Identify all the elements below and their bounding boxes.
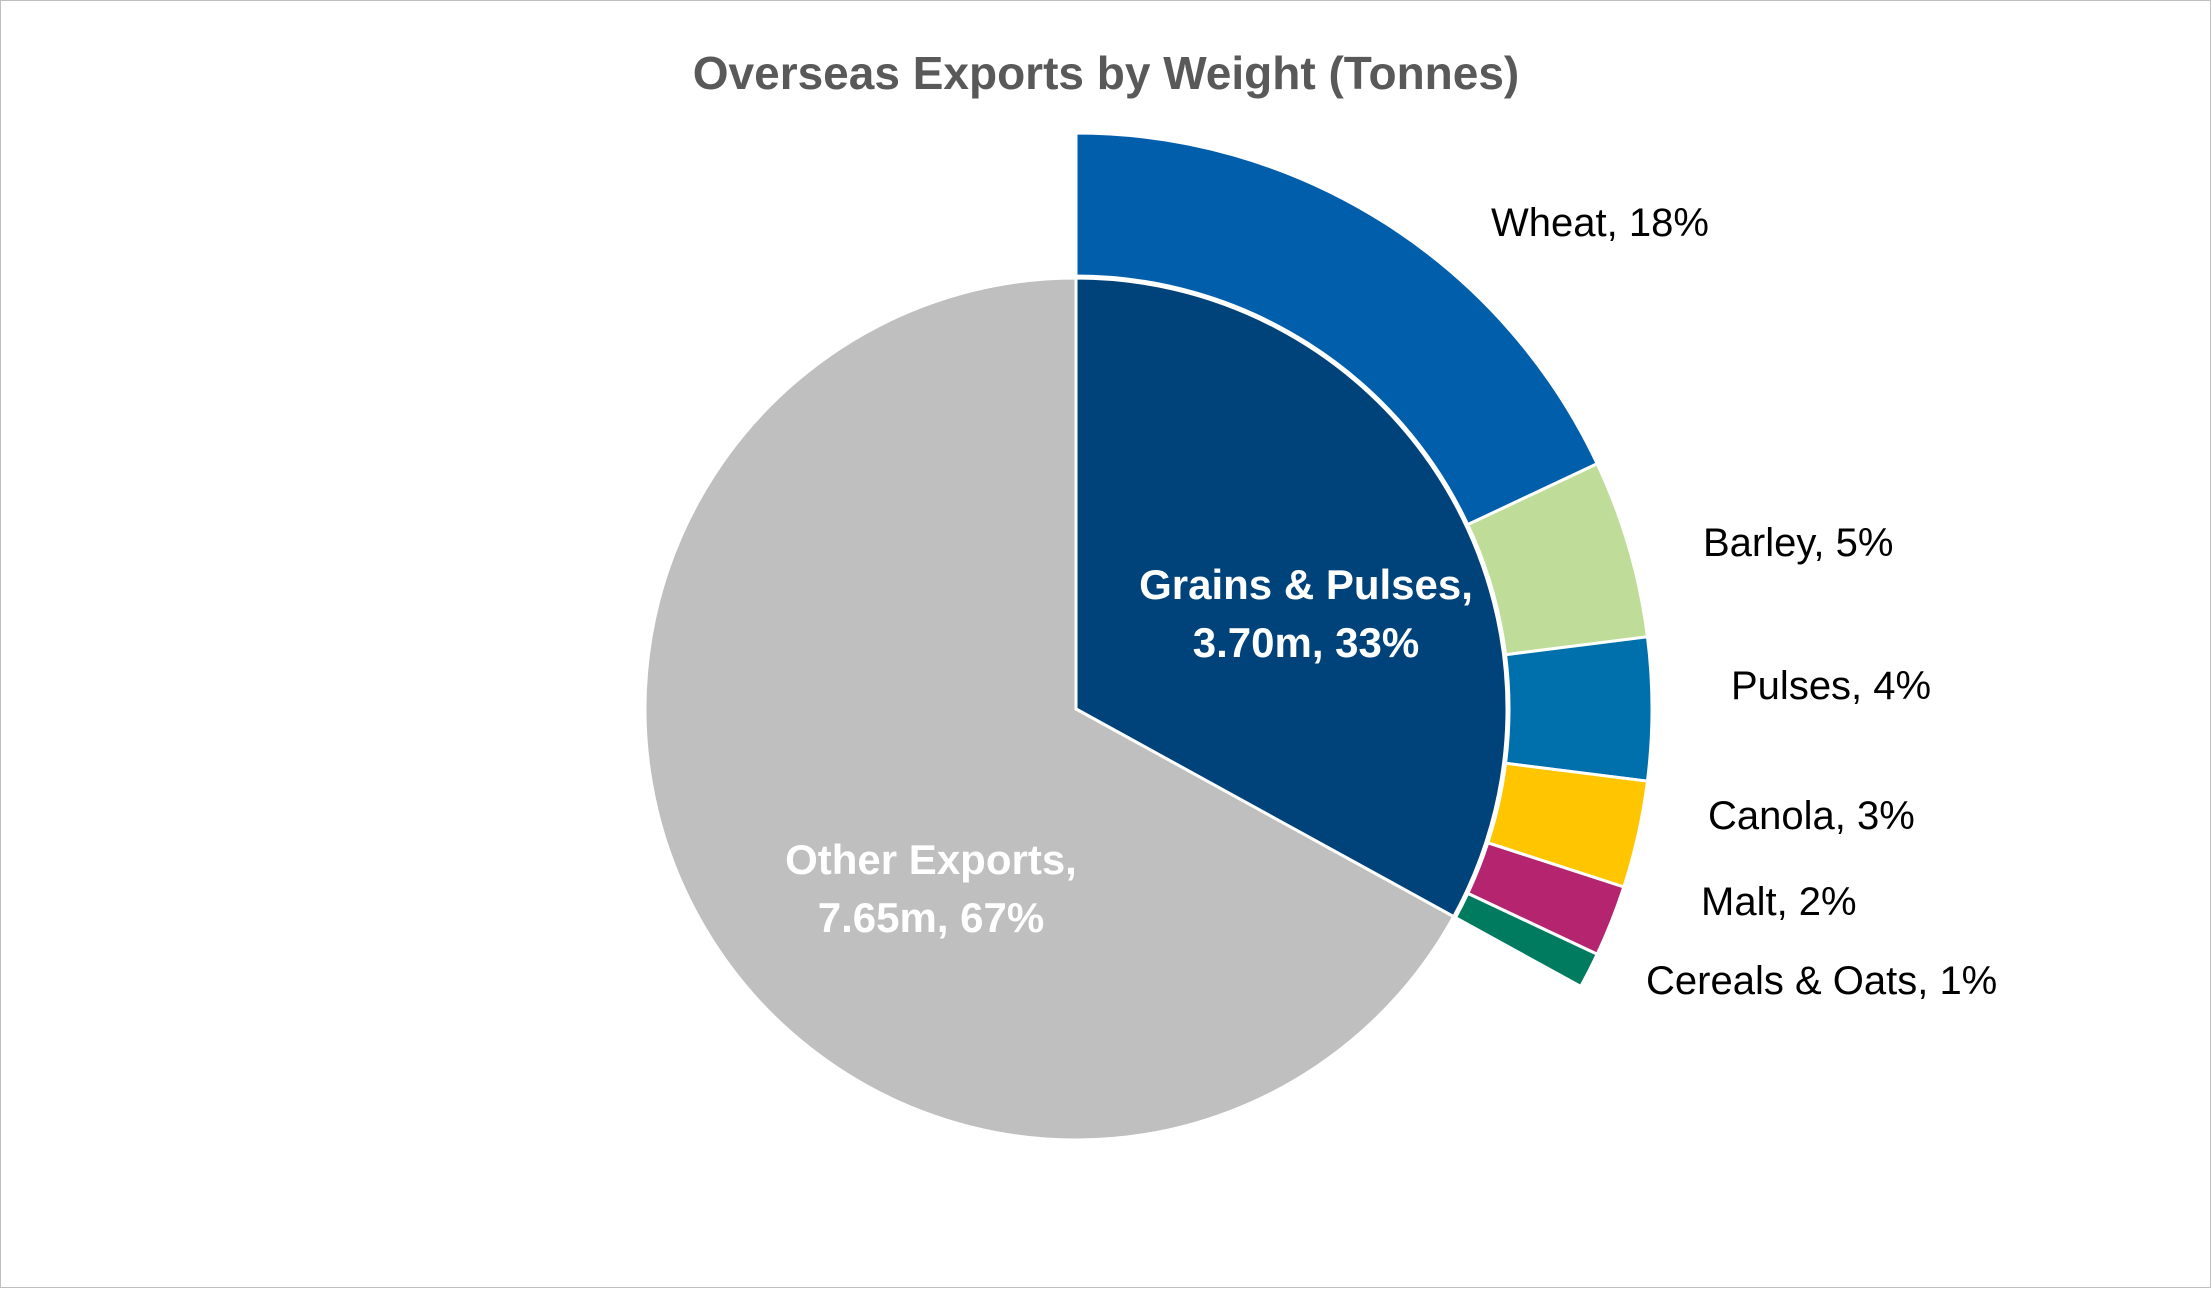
inner-label-other-line2: 7.65m, 67% [818,894,1045,941]
inner-label-grains-line1: Grains & Pulses, [1139,561,1473,608]
outer-slice-pulses [1503,635,1654,783]
outer-label-cereals-oats: Cereals & Oats, 1% [1646,959,1997,1003]
outer-label-wheat: Wheat, 18% [1491,201,1709,245]
inner-label-other-line1: Other Exports, [785,836,1077,883]
outer-label-barley: Barley, 5% [1703,521,1893,565]
outer-label-malt: Malt, 2% [1701,880,1857,924]
inner-slice-grains-pulses [1074,276,1509,919]
outer-label-canola: Canola, 3% [1708,794,1915,838]
outer-label-pulses: Pulses, 4% [1731,664,1931,708]
chart-title: Overseas Exports by Weight (Tonnes) [693,47,1520,99]
outer-slice-cereals-oats [1453,891,1600,989]
inner-label-grains-line2: 3.70m, 33% [1193,619,1420,666]
inner-slice-other-exports [643,276,1456,1142]
outer-ring [1074,131,1654,989]
inner-ring [643,276,1509,1142]
